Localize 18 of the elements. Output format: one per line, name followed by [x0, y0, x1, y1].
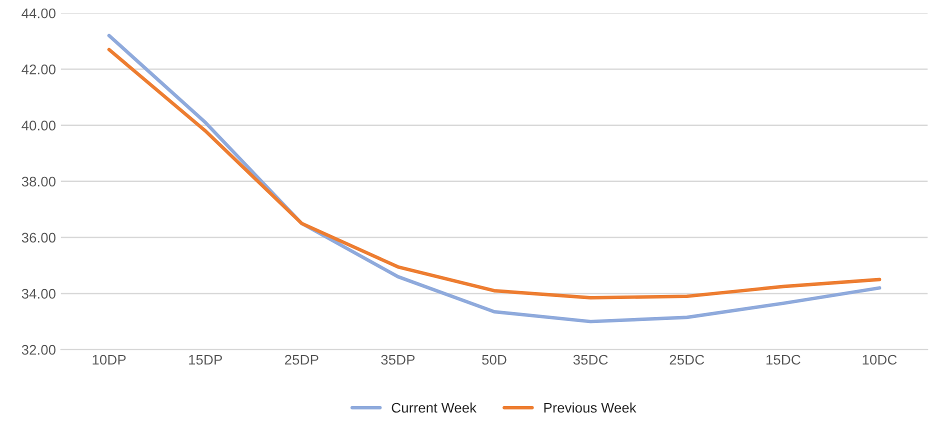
- x-tick-label: 35DP: [381, 354, 415, 365]
- legend-label: Current Week: [392, 402, 477, 413]
- x-tick-label: 35DC: [573, 354, 608, 365]
- x-tick-label: 50D: [482, 354, 506, 365]
- y-tick-label: 32.00: [22, 344, 56, 355]
- y-tick-label: 34.00: [22, 288, 56, 299]
- y-tick-label: 42.00: [22, 64, 56, 74]
- y-tick-label: 36.00: [22, 232, 56, 243]
- x-tick-label: 10DP: [92, 354, 126, 365]
- y-tick-label: 38.00: [22, 176, 56, 187]
- legend-label: Previous Week: [544, 402, 636, 413]
- x-tick-label: 15DC: [766, 354, 800, 365]
- y-tick-label: 40.00: [22, 120, 56, 130]
- x-tick-label: 15DP: [189, 354, 222, 365]
- x-tick-label: 25DP: [284, 354, 318, 365]
- y-tick-label: 44.00: [22, 8, 56, 18]
- x-tick-label: 10DC: [862, 354, 897, 365]
- x-tick-label: 25DC: [670, 354, 704, 365]
